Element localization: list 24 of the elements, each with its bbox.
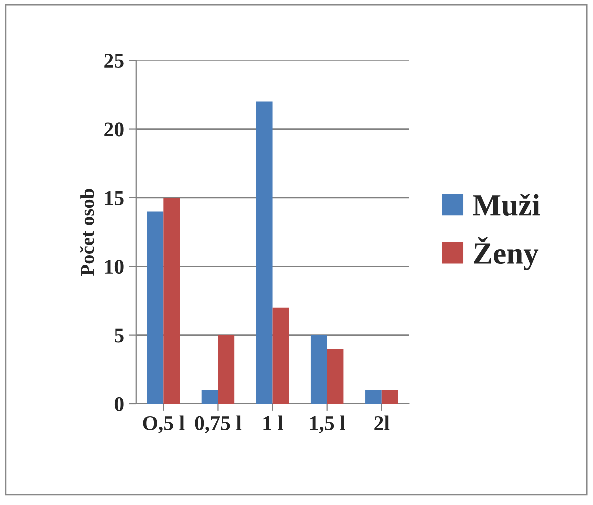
y-tick-label: 0 (114, 397, 124, 412)
bar (218, 335, 235, 404)
x-tick-label: 1 l (264, 416, 284, 430)
x-tick-label: O,5 l (143, 416, 185, 434)
bar (310, 335, 328, 404)
y-tick-label: 25 (104, 54, 124, 68)
bar (202, 390, 218, 404)
y-tick-label: 5 (115, 328, 124, 343)
bar (164, 198, 180, 404)
y-tick-label: 10 (105, 260, 124, 274)
bar (256, 102, 273, 404)
y-tick-label: 20 (104, 122, 124, 137)
bar (366, 390, 382, 404)
y-axis-title: Počet osob (80, 189, 94, 276)
x-tick-label: 0,75 l (195, 416, 242, 434)
x-tick-label: 1,5 l (310, 416, 346, 434)
bar (272, 308, 290, 404)
legend-label: Ženy (474, 237, 539, 270)
x-tick-label: 2l (374, 416, 390, 430)
bar (147, 212, 164, 404)
bar (327, 349, 344, 404)
legend-label: Muži (473, 194, 540, 216)
y-tick-label: 15 (105, 191, 124, 206)
bar (382, 390, 398, 404)
